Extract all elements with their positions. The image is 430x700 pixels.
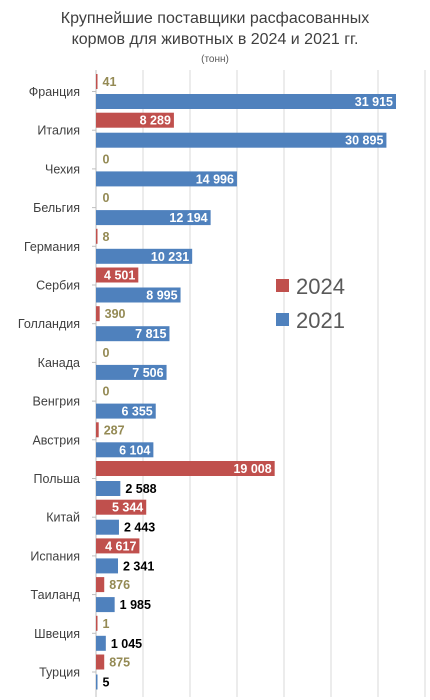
data-label-2024: 390 xyxy=(105,307,126,321)
bar-2021 xyxy=(96,326,170,342)
category-label: Испания xyxy=(30,549,80,563)
category-label: Швеция xyxy=(34,627,80,641)
bar-2024 xyxy=(96,422,99,438)
data-label-2021: 6 104 xyxy=(119,443,150,457)
bar-2021 xyxy=(96,442,154,458)
data-label-2024: 287 xyxy=(104,423,125,437)
chart-title-line-1: Крупнейшие поставщики расфасованных xyxy=(60,10,370,27)
bar-2021 xyxy=(96,364,167,380)
bar-2021 xyxy=(96,94,397,109)
data-label-2024: 1 xyxy=(103,617,110,631)
data-label-2024: 4 501 xyxy=(104,269,135,283)
chart-subtitle: (тонн) xyxy=(201,54,229,65)
data-label-2024: 0 xyxy=(103,346,110,360)
category-label: Германия xyxy=(24,240,80,254)
bar-2024 xyxy=(96,577,105,593)
bar-2024 xyxy=(96,112,174,128)
bar-2021 xyxy=(96,171,237,187)
bar-2024 xyxy=(96,228,98,244)
bar-2024 xyxy=(96,499,147,515)
data-label-2021: 30 895 xyxy=(345,134,383,148)
bar-2021 xyxy=(96,210,211,226)
data-label-2021: 7 815 xyxy=(135,327,166,341)
category-label: Италия xyxy=(37,124,80,138)
data-label-2021: 5 xyxy=(103,676,110,690)
category-label: Франция xyxy=(29,85,80,99)
data-label-2024: 8 xyxy=(103,230,110,244)
data-label-2024: 876 xyxy=(109,578,130,592)
bar-2021 xyxy=(96,403,156,419)
chart-title-line-2: кормов для животных в 2024 и 2021 гг. xyxy=(71,31,359,48)
bar-2021 xyxy=(96,597,115,613)
category-label: Китай xyxy=(46,511,80,525)
bar-2021 xyxy=(96,481,121,496)
data-label-2021: 14 996 xyxy=(196,172,234,186)
data-label-2021: 2 341 xyxy=(123,559,154,573)
bar-2024 xyxy=(96,74,98,89)
category-label: Таиланд xyxy=(31,588,81,602)
data-label-2024: 41 xyxy=(103,75,117,89)
bar-2021 xyxy=(96,248,193,264)
bar-2024 xyxy=(96,615,98,631)
data-label-2024: 19 008 xyxy=(233,462,271,476)
data-label-2021: 1 985 xyxy=(120,598,151,612)
bar-2024 xyxy=(96,267,139,283)
data-label-2021: 12 194 xyxy=(169,211,207,225)
data-label-2024: 5 344 xyxy=(112,501,143,515)
category-label: Польша xyxy=(34,472,80,486)
data-label-2021: 7 506 xyxy=(132,366,163,380)
data-label-2024: 0 xyxy=(103,152,110,166)
data-label-2024: 875 xyxy=(109,656,130,670)
data-label-2021: 8 995 xyxy=(146,289,177,303)
legend-swatch xyxy=(276,313,289,326)
category-label: Сербия xyxy=(36,279,80,293)
bar-2024 xyxy=(96,538,140,554)
category-label: Бельгия xyxy=(33,201,80,215)
data-label-2021: 6 355 xyxy=(121,405,152,419)
data-label-2024: 4 617 xyxy=(105,539,136,553)
data-label-2024: 8 289 xyxy=(140,114,171,128)
data-label-2021: 2 443 xyxy=(124,521,155,535)
data-label-2021: 1 045 xyxy=(111,637,142,651)
data-label-2024: 0 xyxy=(103,385,110,399)
legend-swatch xyxy=(276,279,289,292)
category-label: Венгрия xyxy=(33,395,80,409)
category-label: Турция xyxy=(39,666,80,680)
legend-item-2021: 2021 xyxy=(296,308,345,333)
bar-2021 xyxy=(96,287,181,303)
bar-2021 xyxy=(96,635,106,651)
legend-item-2024: 2024 xyxy=(296,274,345,299)
bar-2024 xyxy=(96,461,275,476)
category-label: Чехия xyxy=(45,162,80,176)
bar-2021 xyxy=(96,519,119,535)
bar-2024 xyxy=(96,306,100,322)
category-label: Голландия xyxy=(18,317,80,331)
bar-2021 xyxy=(96,132,387,148)
data-label-2021: 10 231 xyxy=(151,250,189,264)
bar-2024 xyxy=(96,654,105,670)
category-label: Австрия xyxy=(32,433,80,447)
category-label: Канада xyxy=(38,356,80,370)
bar-2021 xyxy=(96,674,98,690)
bar-2021 xyxy=(96,558,119,574)
data-label-2024: 0 xyxy=(103,191,110,205)
data-label-2021: 2 588 xyxy=(125,482,156,496)
data-label-2021: 31 915 xyxy=(355,95,393,109)
